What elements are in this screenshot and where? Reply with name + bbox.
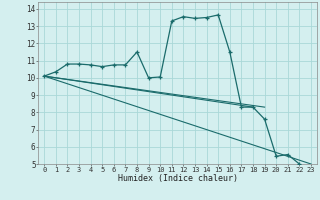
X-axis label: Humidex (Indice chaleur): Humidex (Indice chaleur): [118, 174, 238, 183]
